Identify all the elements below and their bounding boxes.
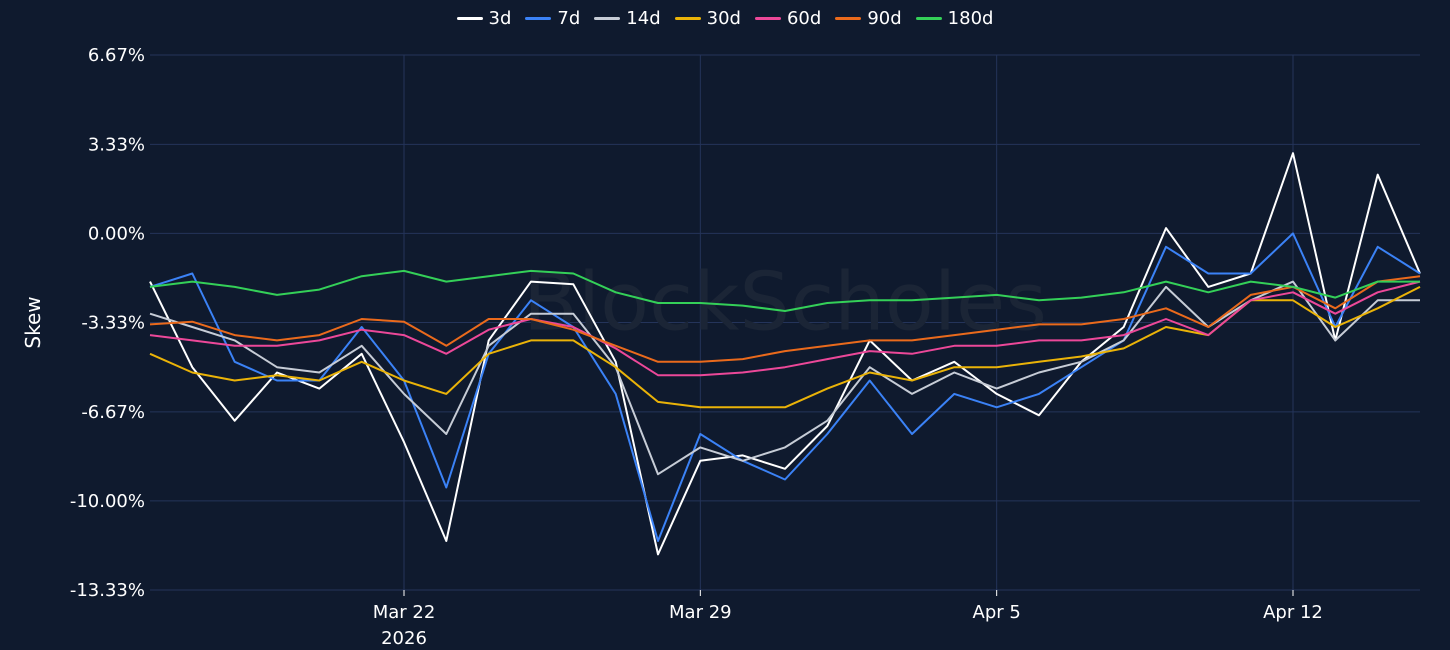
x-tick-label: Apr 12 (1263, 602, 1323, 623)
series-line-60d (149, 280, 1421, 377)
legend: 3d 7d 14d 30d 60d 90d 180d (0, 8, 1450, 29)
legend-label: 14d (626, 8, 661, 29)
legend-swatch (915, 17, 942, 20)
legend-item-7d[interactable]: 7d (525, 8, 580, 29)
x-tick-label: Apr 5 (973, 602, 1021, 623)
legend-swatch (525, 17, 552, 20)
y-tick-label: 3.33% (88, 134, 145, 155)
legend-item-30d[interactable]: 30d (674, 8, 741, 29)
series-line-3d (149, 152, 1421, 556)
legend-label: 180d (947, 8, 994, 29)
y-tick-label: 6.67% (88, 45, 145, 66)
legend-swatch (456, 17, 483, 20)
watermark: BlockScholes (523, 256, 1047, 349)
y-tick-label: -10.00% (70, 491, 145, 512)
y-tick-label: 0.00% (88, 223, 145, 244)
legend-swatch (835, 17, 862, 20)
y-tick-label: -3.33% (81, 313, 145, 334)
series-line-90d (149, 275, 1421, 363)
legend-item-3d[interactable]: 3d (456, 8, 512, 29)
legend-swatch (674, 17, 701, 20)
legend-label: 7d (557, 8, 581, 29)
legend-item-180d[interactable]: 180d (915, 8, 994, 29)
legend-label: 90d (867, 8, 902, 29)
y-tick-label: -6.67% (81, 402, 145, 423)
x-tick-sublabel: 2026 (381, 628, 427, 649)
legend-label: 3d (488, 8, 512, 29)
y-axis-label: Skew (21, 296, 45, 348)
legend-item-14d[interactable]: 14d (594, 8, 661, 29)
y-tick-label: -13.33% (70, 580, 145, 601)
x-tick-label: Mar 29 (669, 602, 732, 623)
legend-swatch (594, 17, 621, 20)
legend-label: 30d (706, 8, 741, 29)
series-line-180d (149, 269, 1420, 312)
legend-item-90d[interactable]: 90d (835, 8, 902, 29)
legend-swatch (754, 17, 781, 20)
x-tick-label: Mar 22 (373, 602, 436, 623)
legend-item-60d[interactable]: 60d (754, 8, 822, 29)
legend-label: 60d (786, 8, 822, 29)
series-line-7d (149, 232, 1421, 542)
